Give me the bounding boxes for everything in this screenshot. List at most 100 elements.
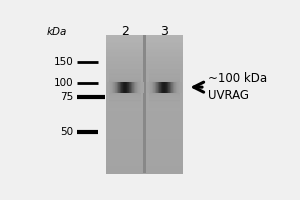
Bar [106,49,183,51]
Bar [106,161,183,163]
Bar [106,118,183,120]
Bar [106,170,183,172]
Bar [109,66,141,67]
Bar [109,82,110,93]
Bar [148,115,180,116]
Bar [106,163,183,165]
Bar [106,132,183,134]
Bar [123,82,124,93]
Bar [109,100,141,102]
Bar [148,80,180,81]
Bar [148,95,180,96]
Bar [125,82,126,93]
Bar [106,59,183,61]
Bar [106,108,183,110]
Bar [148,76,180,77]
Bar [106,88,183,91]
Bar [113,82,114,93]
Bar [121,82,122,93]
Bar [167,82,168,93]
Bar [109,103,141,104]
Bar [132,82,133,93]
Bar [148,64,180,65]
Bar [148,68,180,69]
Bar [168,82,169,93]
Bar [109,62,141,63]
Bar [109,69,141,70]
Bar [109,63,141,64]
Bar [106,66,183,68]
Bar [175,82,176,93]
Bar [180,82,181,93]
Bar [109,57,141,58]
Bar [148,75,180,76]
Bar [148,114,180,115]
Bar [106,69,183,72]
Bar [149,82,150,93]
Bar [148,121,180,122]
Bar [106,135,183,137]
Bar [115,82,116,93]
Bar [148,106,180,107]
Bar [157,82,158,93]
Bar [169,82,170,93]
Bar [124,82,125,93]
Bar [148,104,180,105]
Bar [148,120,180,121]
Bar [153,82,154,93]
Bar [134,82,135,93]
Bar [130,82,131,93]
Bar [148,55,180,56]
Bar [181,82,182,93]
Bar [109,114,141,115]
Bar [109,76,141,77]
Bar [109,96,141,97]
Bar [106,111,183,113]
Bar [109,104,141,105]
Bar [113,82,114,93]
Bar [162,82,163,93]
Bar [109,93,141,94]
Bar [168,82,169,93]
Bar [109,77,141,78]
Bar [106,123,183,125]
Text: kDa: kDa [47,27,67,37]
Bar [106,121,183,124]
Bar [106,109,183,111]
Bar [106,104,183,106]
Text: 150: 150 [54,57,74,67]
Bar [148,61,180,62]
Bar [143,35,146,173]
Bar [109,111,141,112]
Bar [108,82,109,93]
Bar [106,154,183,157]
Bar [106,35,183,37]
Bar [109,109,141,111]
Bar [148,107,180,108]
Bar [106,45,183,47]
Bar [106,61,183,63]
Bar [162,82,163,93]
Bar [148,59,180,60]
Bar [109,64,141,65]
Bar [176,82,177,93]
Bar [148,123,180,124]
Bar [115,82,116,93]
Bar [130,82,131,93]
Bar [132,82,133,93]
Bar [118,82,119,93]
Bar [174,82,175,93]
Bar [155,82,156,93]
Bar [109,79,141,80]
Bar [141,82,142,93]
Bar [106,166,183,169]
Bar [178,82,179,93]
Bar [172,82,173,93]
Bar [148,125,180,127]
Bar [106,158,183,160]
Bar [137,82,138,93]
Bar [109,113,141,114]
Bar [110,82,111,93]
Bar [148,102,180,103]
Bar [151,82,152,93]
